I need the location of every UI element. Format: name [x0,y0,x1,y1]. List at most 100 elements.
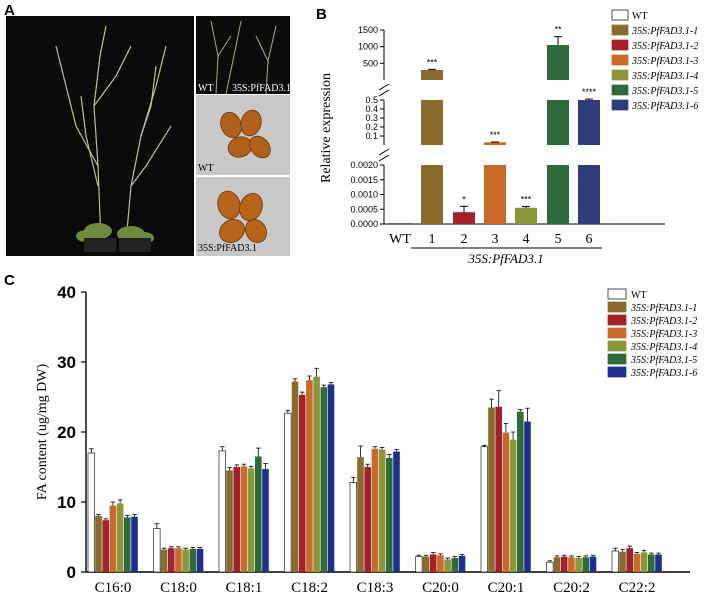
bar-C18:0-2 [167,548,175,572]
y-tick-label: 0.5 [365,95,378,105]
bar-C20:2-2 [560,556,568,572]
legend-label: 35S:PfFAD3.1-5 [630,355,697,366]
bar-C18:1-3 [240,466,248,572]
axis-break-mark [378,89,390,97]
y-tick-label: 0.2 [365,122,378,132]
bar-C22:2-4 [640,552,648,572]
legend-label: 35S:PfFAD3.1-3 [631,56,698,67]
plant-photo-branches [196,16,290,94]
bar-1-high [421,70,443,80]
y-tick-label: 0.4 [365,104,378,114]
legend-swatch [611,9,629,21]
bar-1-mid [421,100,443,145]
x-tick-label: C18:0 [160,580,197,596]
bar-C20:2-6 [589,556,597,572]
legend-swatch [607,314,627,326]
x-tick-label: C18:3 [357,580,394,596]
bar-5-mid [547,100,569,145]
plant-photo-whole [6,16,194,256]
expression-chart: 0.00000.00050.00100.00150.00200.10.20.30… [319,9,698,266]
bar-C16:0-6 [131,516,138,572]
bar-C18:2-2 [298,394,306,572]
x-tick-label: 2 [461,232,468,247]
y-tick-label: 0 [67,563,76,582]
y-axis-title: FA content (ug/mg DW) [35,364,50,501]
bar-C20:2-5 [582,557,590,572]
bar-C20:0-2 [429,554,437,572]
y-axis-title: Relative expression [319,73,334,183]
x-tick-label: WT [389,232,411,247]
bar-C20:1-6 [524,421,531,572]
legend-swatch [611,39,629,51]
bar-C20:0-3 [437,555,444,572]
legend-label: 35S:PfFAD3.1-5 [631,86,698,97]
bar-C18:0-1 [160,549,168,572]
legend-label: 35S:PfFAD3.1-1 [631,26,698,37]
x-tick-label: C22:2 [619,580,656,596]
bar-C18:0-4 [182,549,189,572]
seed-oe-label: 35S:PfFAD3.1 [198,243,257,254]
x-tick-label: 5 [555,232,562,247]
branch-wt-label: WT [198,83,214,94]
bar-C16:0-4 [116,503,124,572]
legend-swatch [611,84,629,96]
legend-label: WT [631,290,647,301]
significance-label: *** [427,57,438,67]
y-tick-label: 30 [57,353,76,372]
bar-C16:0-0 [87,452,95,573]
y-tick-label: 0.0005 [350,204,378,214]
significance-label: *** [490,130,501,140]
bar-C18:2-4 [313,376,320,572]
bar-C18:3-5 [386,457,393,572]
bar-C20:1-2 [495,406,502,572]
axis-break-mark [378,154,390,162]
legend-label: 35S:PfFAD3.1-3 [630,329,697,340]
significance-label: ** [554,25,562,35]
y-tick-label: 40 [57,283,76,302]
bar-C20:2-1 [553,557,561,572]
bar-C20:0-6 [458,555,466,572]
legend-label: 35S:PfFAD3.1-4 [631,71,698,82]
significance-label: *** [521,195,532,205]
legend-swatch [607,366,627,378]
legend-swatch [607,301,627,313]
x-tick-label: 1 [429,232,436,247]
bar-2-low [453,212,475,224]
bar-C18:0-0 [153,528,161,573]
legend-label: WT [632,11,648,22]
legend-swatch [611,69,629,81]
bar-C18:3-4 [378,449,386,572]
bar-C22:2-2 [626,548,633,572]
legend-swatch [607,353,627,365]
bar-C18:3-1 [357,457,364,572]
legend-label: 35S:PfFAD3.1-2 [630,316,697,327]
legend-label: 35S:PfFAD3.1-2 [631,41,698,52]
bar-C18:0-3 [175,548,182,572]
legend-swatch [607,340,627,352]
bar-C18:3-3 [371,448,379,572]
bar-C18:2-6 [327,384,335,572]
bar-C18:3-2 [364,467,371,572]
bar-C18:3-0 [349,482,357,573]
significance-label: * [462,194,466,204]
x-tick-label: C20:1 [488,580,525,596]
panel-b-letter: B [316,6,327,23]
x-tick-label: C16:0 [95,580,132,596]
legend-label: 35S:PfFAD3.1-6 [630,368,697,379]
bar-C20:0-1 [422,556,430,572]
bar-C22:2-5 [648,554,655,572]
seed-illustration-oe [217,190,267,243]
bar-C20:2-0 [546,561,554,573]
bar-5-high [547,45,569,80]
legend-swatch [611,54,629,66]
legend-label: 35S:PfFAD3.1-6 [631,101,698,112]
y-tick-label: 10 [57,493,76,512]
legend-label: 35S:PfFAD3.1-1 [630,303,697,314]
bar-C18:0-5 [189,548,197,572]
bar-C20:1-3 [502,432,510,572]
bar-WT-low [388,223,412,225]
x-tick-label: C20:2 [553,580,590,596]
bar-C20:2-4 [575,558,582,572]
panel-c-letter: C [4,272,15,289]
legend-swatch [607,288,627,300]
